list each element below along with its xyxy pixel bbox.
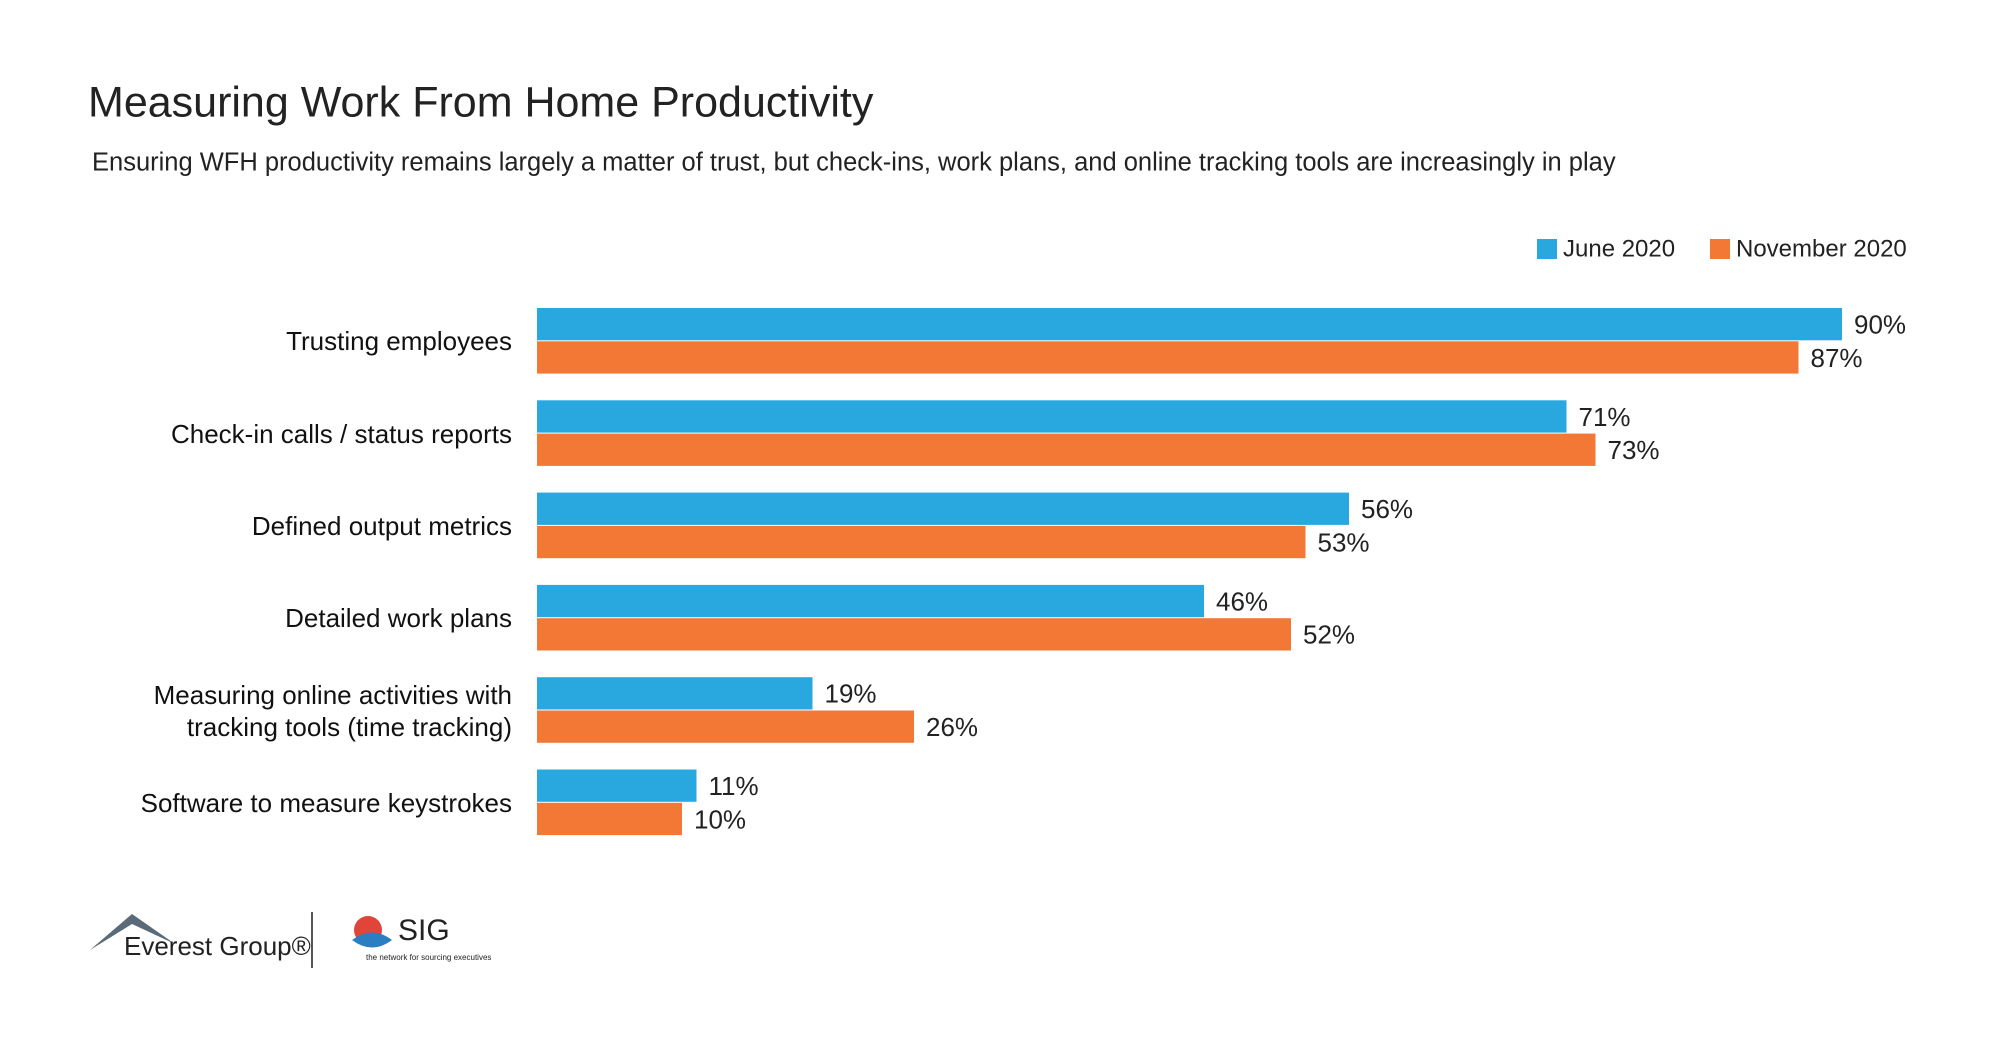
sig-logo-text: SIG	[398, 914, 450, 947]
category-label: Trusting employees	[286, 326, 512, 357]
everest-logo-mark	[90, 914, 175, 950]
bar	[537, 769, 697, 802]
bar	[537, 433, 1596, 466]
bar	[537, 802, 682, 836]
bar	[537, 341, 1799, 374]
value-label: 73%	[1608, 435, 1660, 465]
everest-logo-text: Everest Group®	[124, 931, 311, 961]
value-label: 46%	[1216, 586, 1268, 616]
category-label: Measuring online activities with trackin…	[153, 679, 512, 742]
value-label: 87%	[1811, 343, 1863, 373]
chart-title: Measuring Work From Home Productivity	[88, 78, 874, 126]
category-label: Defined output metrics	[251, 510, 512, 541]
bar	[537, 308, 1842, 341]
bar	[537, 525, 1306, 559]
legend-swatch	[1710, 239, 1730, 259]
category-label: Software to measure keystrokes	[140, 787, 512, 818]
value-label: 52%	[1303, 620, 1355, 650]
value-label: 26%	[926, 712, 978, 742]
category-label: Detailed work plans	[285, 603, 512, 634]
legend-label: June 2020	[1563, 235, 1675, 262]
bar	[537, 584, 1204, 618]
value-label: 56%	[1361, 494, 1413, 524]
value-label: 10%	[694, 804, 746, 834]
bar	[537, 710, 914, 743]
legend-swatch	[1537, 239, 1557, 259]
category-label: Check-in calls / status reports	[170, 418, 512, 449]
bar	[537, 677, 813, 710]
bar	[537, 618, 1291, 651]
legend-label: November 2020	[1736, 235, 1907, 262]
bar	[537, 492, 1349, 525]
value-label: 53%	[1318, 527, 1370, 557]
chart-subtitle: Ensuring WFH productivity remains largel…	[92, 149, 1616, 177]
value-label: 11%	[709, 771, 759, 801]
sig-logo-mark	[352, 932, 392, 948]
value-label: 71%	[1579, 402, 1631, 432]
sig-tagline: the network for sourcing executives	[366, 953, 491, 962]
value-label: 90%	[1854, 310, 1906, 340]
bar	[537, 400, 1567, 433]
value-label: 19%	[825, 679, 877, 709]
